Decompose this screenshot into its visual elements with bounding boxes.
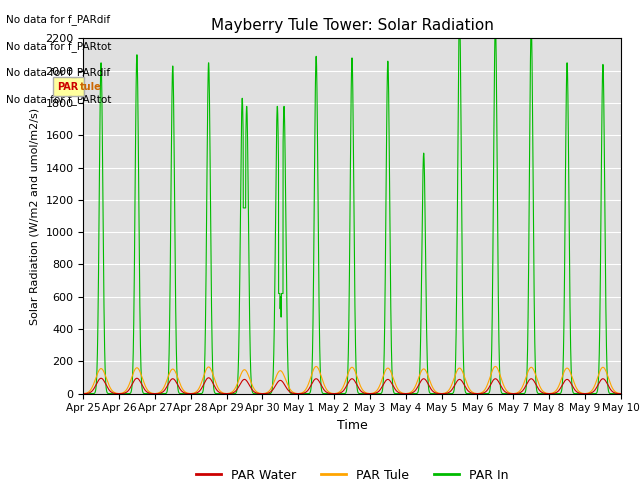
PAR Tule: [79, 391, 87, 396]
Title: Mayberry Tule Tower: Solar Radiation: Mayberry Tule Tower: Solar Radiation: [211, 18, 493, 33]
PAR In: [472, 391, 480, 396]
PAR Tule: [312, 363, 320, 369]
PAR Water: [205, 375, 212, 381]
PAR Tule: [472, 391, 480, 396]
PAR Tule: [617, 391, 625, 396]
Legend: PAR Water, PAR Tule, PAR In: PAR Water, PAR Tule, PAR In: [191, 464, 513, 480]
PAR In: [503, 391, 511, 396]
PAR In: [332, 391, 340, 396]
PAR Water: [443, 390, 451, 396]
PAR In: [443, 391, 451, 396]
PAR In: [176, 391, 184, 396]
PAR In: [616, 391, 624, 396]
PAR Tule: [503, 388, 511, 394]
Text: No data for f_PARtot: No data for f_PARtot: [6, 94, 112, 105]
Y-axis label: Solar Radiation (W/m2 and umol/m2/s): Solar Radiation (W/m2 and umol/m2/s): [29, 108, 40, 324]
PAR Tule: [332, 390, 340, 396]
PAR Water: [332, 391, 340, 396]
PAR Water: [472, 391, 480, 396]
Text: No data for f_PARdif: No data for f_PARdif: [6, 67, 111, 78]
Text: tule: tule: [80, 82, 102, 92]
PAR Water: [503, 390, 511, 396]
Text: No data for f_PARtot: No data for f_PARtot: [6, 41, 112, 52]
PAR Tule: [176, 380, 184, 386]
PAR Water: [616, 391, 624, 396]
PAR Water: [617, 391, 625, 396]
PAR Tule: [616, 391, 624, 396]
Line: PAR Water: PAR Water: [83, 378, 621, 394]
Line: PAR Tule: PAR Tule: [83, 366, 621, 394]
PAR In: [456, 12, 463, 17]
Line: PAR In: PAR In: [83, 14, 621, 394]
PAR Water: [176, 386, 184, 392]
PAR In: [617, 391, 625, 396]
PAR In: [79, 391, 87, 396]
Text: No data for f_PARdif: No data for f_PARdif: [6, 14, 111, 25]
Text: PAR: PAR: [58, 82, 79, 92]
X-axis label: Time: Time: [337, 419, 367, 432]
PAR Water: [79, 391, 87, 396]
PAR Tule: [443, 389, 451, 395]
